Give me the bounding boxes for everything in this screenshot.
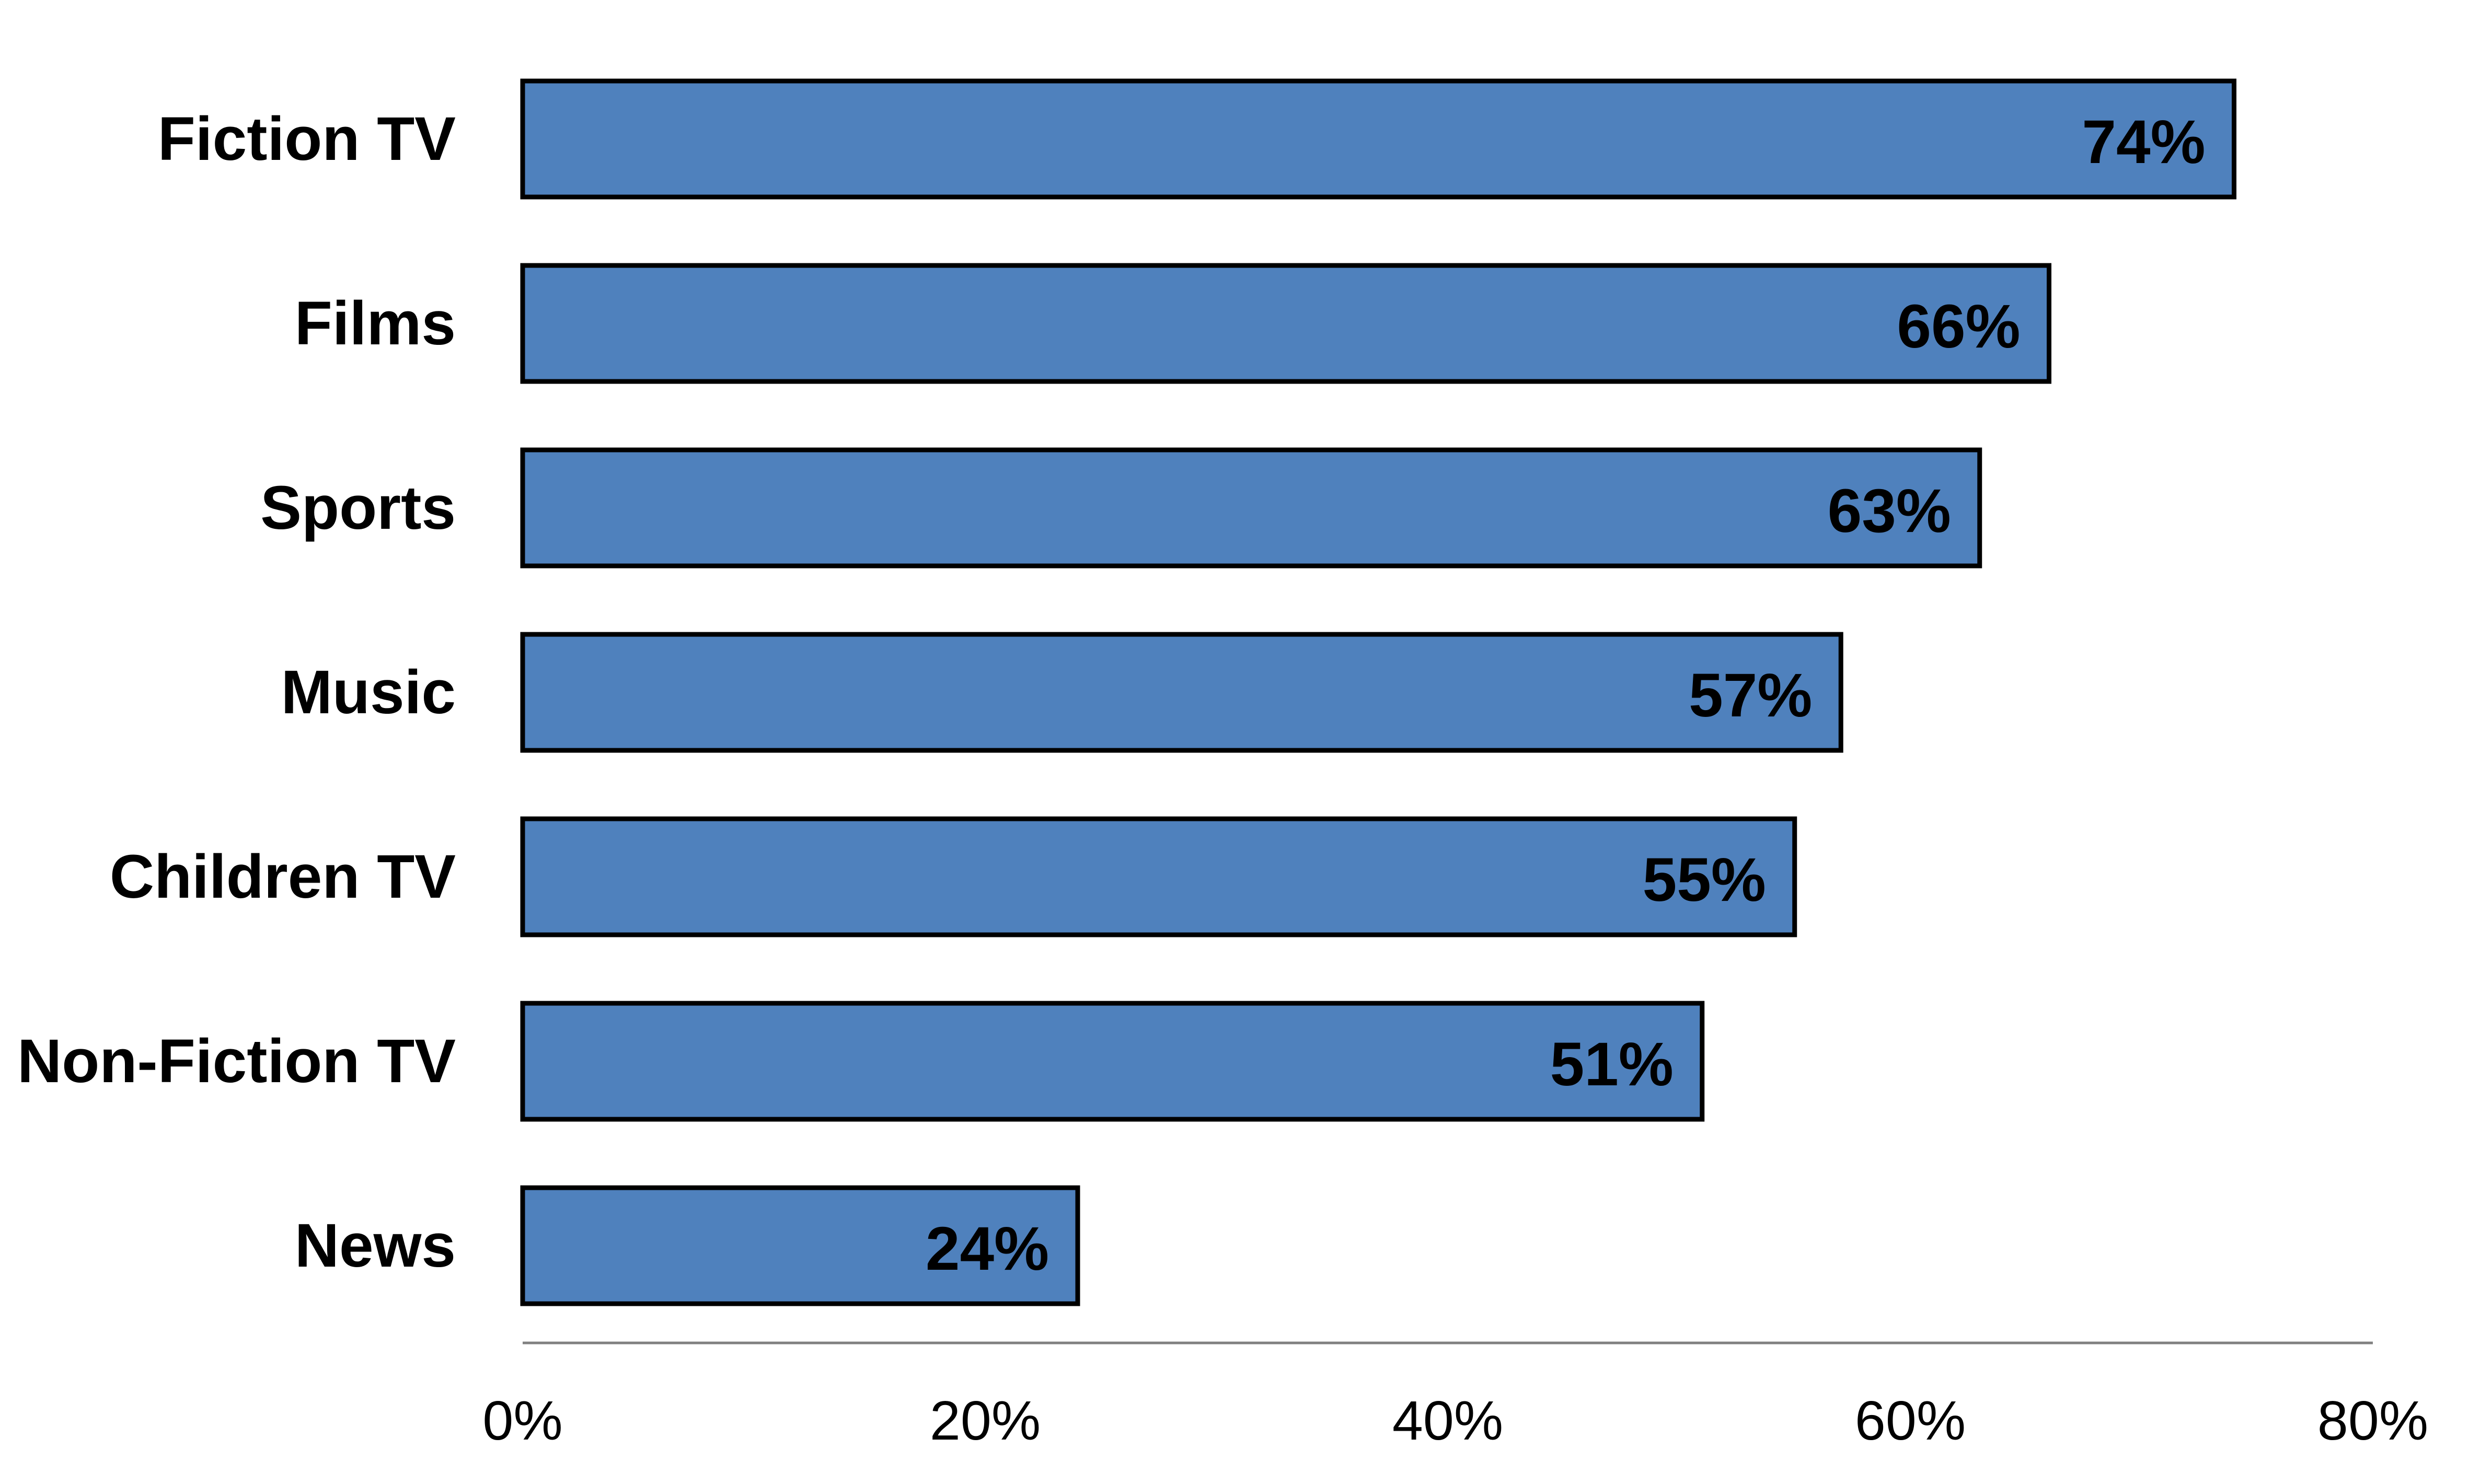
category-label-news: News xyxy=(295,1211,456,1280)
value-label-news: 24% xyxy=(926,1214,1049,1283)
x-tick-label: 40% xyxy=(1392,1390,1503,1452)
x-tick-label: 80% xyxy=(2317,1390,2428,1452)
bar-non-fiction-tv xyxy=(520,1001,1705,1122)
bar-children-tv xyxy=(520,816,1797,937)
category-label-children-tv: Children TV xyxy=(110,842,456,911)
value-label-sports: 63% xyxy=(1828,477,1951,546)
x-axis: 0% 20% 40% 60% 80% xyxy=(482,1341,2428,1452)
category-label-fiction-tv: Fiction TV xyxy=(158,105,456,173)
value-label-music: 57% xyxy=(1689,661,1812,730)
bar-films xyxy=(520,263,2051,384)
category-label-music: Music xyxy=(281,658,456,727)
value-label-children-tv: 55% xyxy=(1643,845,1766,914)
bars-layer xyxy=(520,78,2236,1306)
value-label-fiction-tv: 74% xyxy=(2082,108,2205,177)
value-label-non-fiction-tv: 51% xyxy=(1550,1030,1674,1099)
bar-news xyxy=(520,1185,1080,1306)
value-label-films: 66% xyxy=(1897,292,2020,361)
category-label-sports: Sports xyxy=(260,473,456,542)
bar-fiction-tv xyxy=(520,78,2236,200)
value-labels: 74% 66% 63% 57% 55% 51% 24% xyxy=(926,108,2206,1283)
bar-music xyxy=(520,632,1843,753)
x-tick-label: 20% xyxy=(930,1390,1041,1452)
x-tick-label: 60% xyxy=(1855,1390,1966,1452)
bar-sports xyxy=(520,447,1982,569)
category-label-non-fiction-tv: Non-Fiction TV xyxy=(17,1027,456,1096)
category-label-films: Films xyxy=(295,289,456,358)
category-labels: Fiction TV Films Sports Music Children TV Non… xyxy=(17,105,456,1280)
x-tick-label: 0% xyxy=(482,1390,562,1452)
